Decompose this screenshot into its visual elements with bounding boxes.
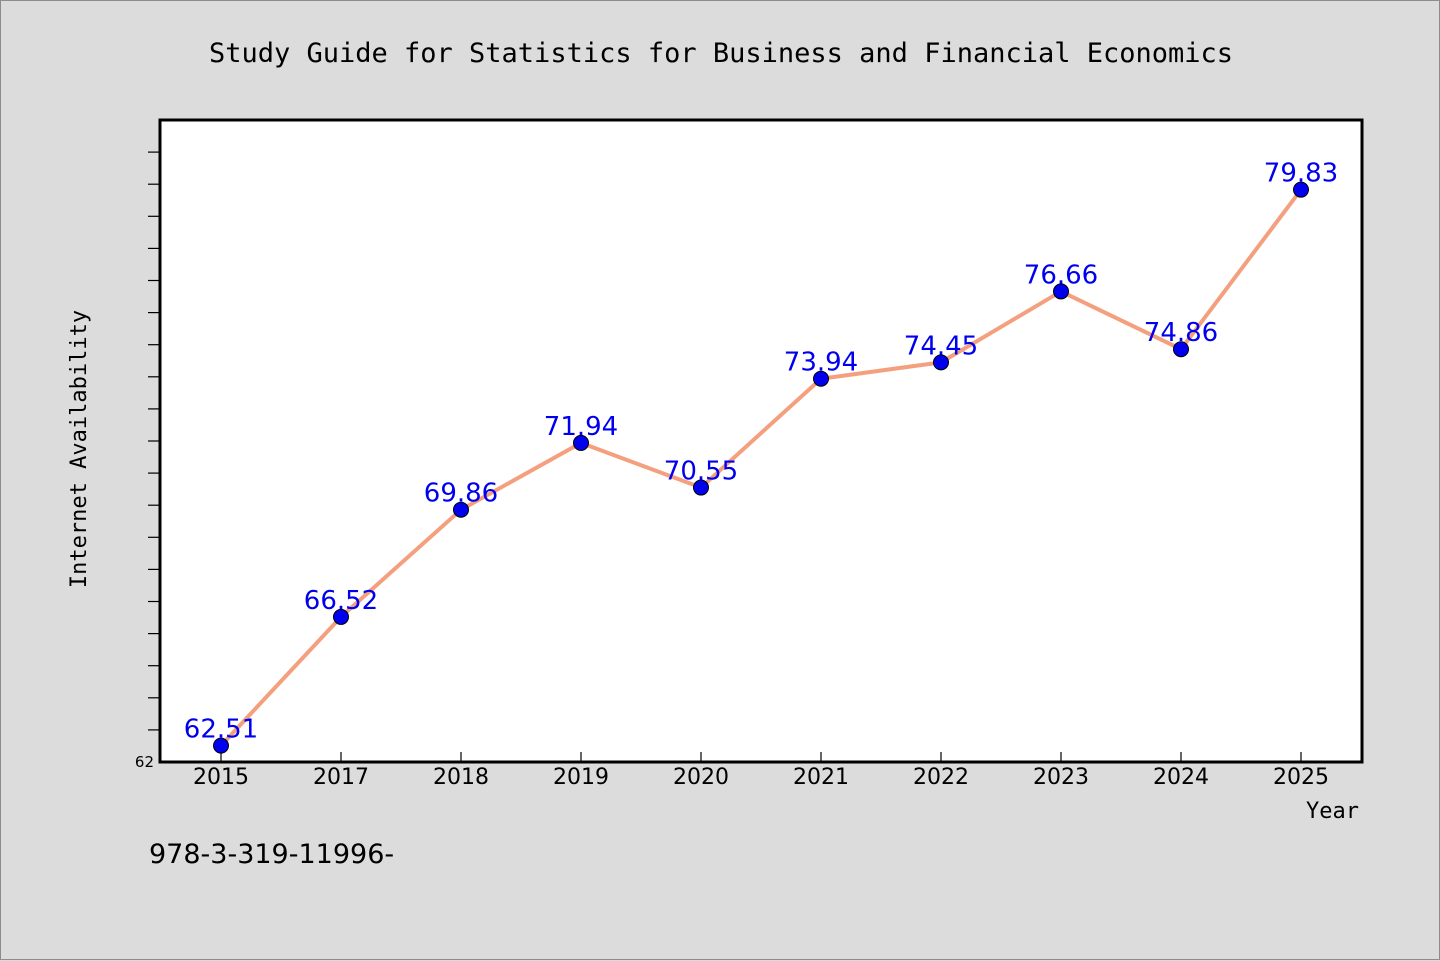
x-tick-label: 2025 <box>1273 765 1329 790</box>
x-tick-label: 2023 <box>1033 765 1089 790</box>
data-label: 71.94 <box>544 412 618 442</box>
data-point <box>1293 181 1309 198</box>
x-axis-ticks: 2015 2017 2018 2019 2020 2021 2022 2023 2024 2025 <box>193 752 1329 790</box>
data-label: 73.94 <box>784 348 858 378</box>
x-tick-label: 2021 <box>793 765 849 790</box>
series-points-group <box>213 181 1309 754</box>
series-line-group <box>219 187 1303 748</box>
x-tick-label: 2019 <box>553 765 609 790</box>
data-point <box>573 434 589 451</box>
plot-area <box>158 118 1364 764</box>
data-label: 66.52 <box>304 586 378 616</box>
x-axis-label: Year <box>1306 799 1359 824</box>
y-axis-label: Internet Availability <box>67 310 92 588</box>
y-axis-ticks: 62 <box>135 151 160 771</box>
data-label: 76.66 <box>1024 260 1098 290</box>
footer-code: 978-3-319-11996- <box>149 839 394 870</box>
data-point <box>693 479 709 496</box>
data-point <box>453 501 469 518</box>
data-labels-group: 62.51 66.52 69.86 71.94 70.55 73.94 74.45 76.66… <box>184 159 1338 745</box>
data-label: 69.86 <box>424 479 498 509</box>
x-tick-label: 2024 <box>1153 765 1209 790</box>
x-tick-label: 2018 <box>433 765 489 790</box>
data-label: 70.55 <box>664 457 738 487</box>
data-point <box>933 354 949 371</box>
data-point <box>813 370 829 387</box>
data-label: 74.45 <box>904 331 978 361</box>
data-label: 79.83 <box>1264 159 1338 189</box>
data-point <box>213 737 229 754</box>
y-tick-label: 62 <box>135 753 154 771</box>
x-tick-label: 2017 <box>313 765 369 790</box>
x-tick-label: 2020 <box>673 765 729 790</box>
x-tick-label: 2022 <box>913 765 969 790</box>
data-point <box>333 608 349 625</box>
series-line <box>219 187 1303 748</box>
data-label: 74.86 <box>1144 318 1218 348</box>
x-tick-label: 2015 <box>193 765 249 790</box>
chart-title: Study Guide for Statistics for Business … <box>209 38 1233 69</box>
data-point <box>1053 283 1069 300</box>
data-label: 62.51 <box>184 715 258 745</box>
data-point <box>1173 341 1189 358</box>
